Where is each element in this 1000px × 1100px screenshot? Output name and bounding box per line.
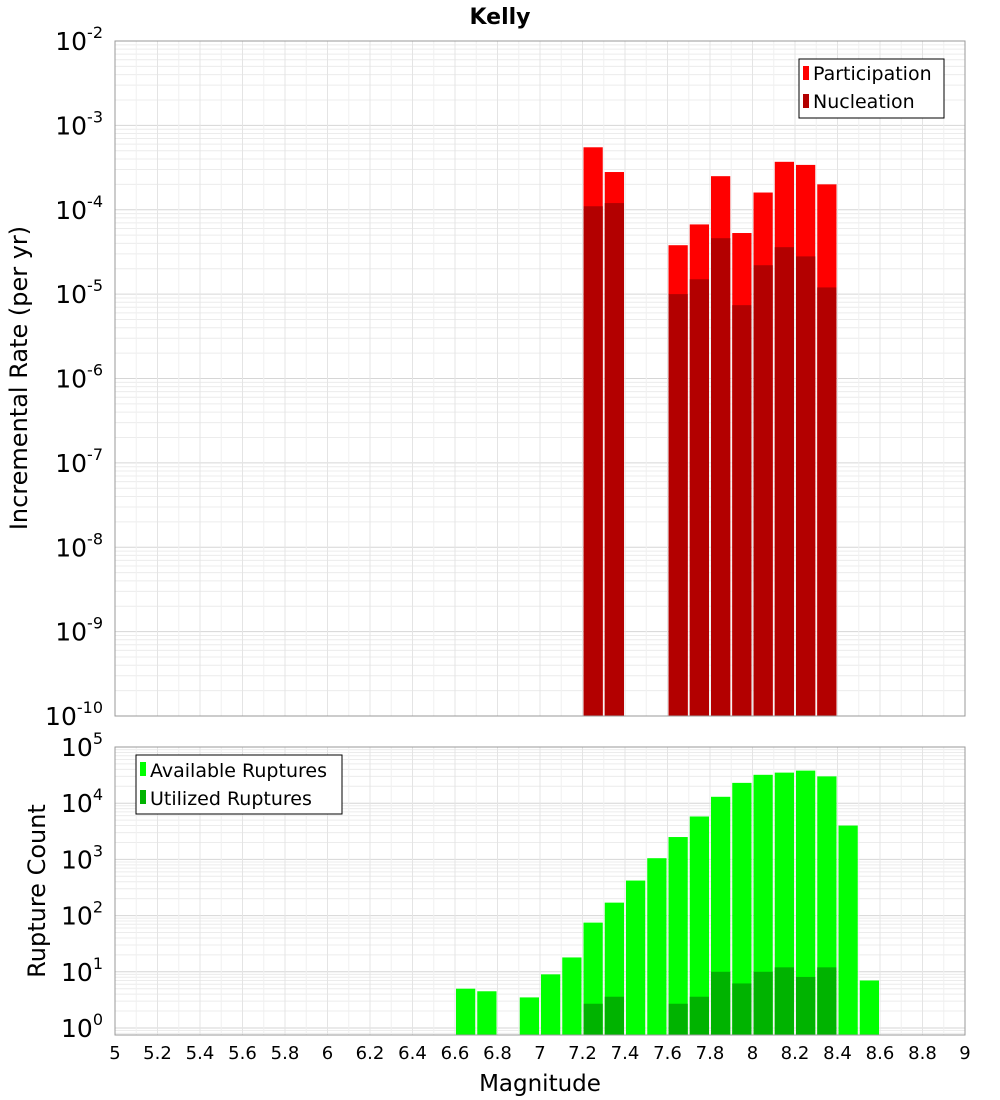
rate-gridlines [114, 40, 966, 717]
legend-swatch-nucleation [803, 94, 809, 108]
count-panel: 105 104 103 102 101 100 Rupture Count Availab… [23, 729, 966, 1043]
x-tick-label: 5.6 [228, 1043, 257, 1064]
x-tick-label: 9 [959, 1043, 970, 1064]
legend-swatch-participation [803, 66, 809, 80]
x-tick-label: 8.2 [781, 1043, 810, 1064]
rate-y-tick-label: 10-7 [55, 445, 103, 478]
x-tick-label: 6.8 [483, 1043, 512, 1064]
rate-bar-nucleation [774, 247, 794, 716]
count-bar-utilized-ruptures [796, 976, 816, 1035]
x-tick-label: 6.2 [356, 1043, 385, 1064]
x-tick-label: 7.4 [611, 1043, 640, 1064]
x-tick-label: 8.6 [866, 1043, 895, 1064]
x-tick-label: 7.2 [568, 1043, 597, 1064]
count-y-tick-label: 104 [61, 785, 103, 818]
count-bar-available-ruptures [456, 988, 476, 1035]
x-tick-label: 7 [534, 1043, 545, 1064]
rate-y-tick-label: 10-9 [55, 614, 103, 647]
x-tick-labels: 5 5.2 5.4 5.6 5.8 6 6.2 6.4 6.6 6.8 7 7.2 7.4 7.6 7.8 8… [109, 1043, 970, 1064]
rate-panel: 10-2 10-3 10-4 10-5 10-6 10-7 10-8 10-9 10-10 In… [5, 23, 966, 731]
count-bar-available-ruptures [477, 991, 497, 1035]
x-tick-label: 7.6 [653, 1043, 682, 1064]
count-bar-utilized-ruptures [732, 983, 752, 1035]
count-y-tick-label: 105 [61, 729, 103, 762]
count-y-tick-label: 100 [61, 1010, 103, 1043]
rate-y-tick-label: 10-5 [55, 276, 103, 309]
rate-plot-frame [114, 40, 966, 717]
count-bar-utilized-ruptures [689, 996, 709, 1035]
count-bar-available-ruptures [838, 825, 858, 1035]
count-bar-available-ruptures [562, 957, 582, 1035]
rate-bar-nucleation [796, 256, 816, 716]
count-bar-available-ruptures [796, 770, 816, 1035]
legend-label-utilized: Utilized Ruptures [150, 788, 312, 810]
rate-bar-nucleation [711, 238, 731, 716]
x-tick-label: 6 [322, 1043, 333, 1064]
rate-bar-nucleation [753, 265, 773, 716]
count-legend: Available Ruptures Utilized Ruptures [135, 754, 343, 815]
rate-y-tick-labels: 10-2 10-3 10-4 10-5 10-6 10-7 10-8 10-9 10-10 [45, 23, 103, 731]
count-bar-utilized-ruptures [817, 967, 837, 1035]
rate-y-tick-label: 10-2 [55, 23, 103, 56]
count-plot-frame [114, 746, 966, 1036]
count-y-axis-label: Rupture Count [23, 804, 51, 978]
count-bar-available-ruptures [689, 816, 709, 1035]
count-bar-available-ruptures [668, 837, 688, 1035]
count-bar-utilized-ruptures [583, 1003, 603, 1035]
rate-y-tick-label: 10-10 [45, 698, 103, 731]
rate-bar-nucleation [668, 294, 688, 716]
count-legend-box [135, 754, 343, 815]
count-bar-available-ruptures [859, 980, 879, 1035]
count-bar-utilized-ruptures [774, 967, 794, 1035]
rate-bar-nucleation [689, 279, 709, 716]
x-axis-label: Magnitude [479, 1071, 601, 1097]
x-tick-label: 8.8 [908, 1043, 937, 1064]
count-bar-utilized-ruptures [668, 1003, 688, 1035]
rate-y-tick-label: 10-3 [55, 107, 103, 140]
count-bar-available-ruptures [647, 858, 667, 1035]
legend-label-participation: Participation [813, 63, 932, 85]
rate-bar-nucleation [583, 206, 603, 716]
rate-bar-nucleation [604, 203, 624, 716]
x-tick-label: 6.6 [441, 1043, 470, 1064]
count-y-tick-label: 102 [61, 898, 103, 931]
x-tick-label: 5.2 [143, 1043, 172, 1064]
count-bar-available-ruptures [519, 997, 539, 1035]
rate-bars [583, 147, 837, 717]
count-bar-utilized-ruptures [711, 971, 731, 1035]
x-tick-label: 5.4 [186, 1043, 215, 1064]
legend-label-nucleation: Nucleation [813, 91, 915, 113]
rate-y-tick-label: 10-6 [55, 361, 103, 394]
rate-legend-box [798, 58, 945, 119]
count-bars [456, 770, 879, 1035]
chart-title: Kelly [469, 5, 530, 30]
count-bar-utilized-ruptures [753, 971, 773, 1035]
legend-label-available: Available Ruptures [150, 760, 327, 782]
legend-swatch-available [140, 762, 146, 776]
count-y-tick-label: 103 [61, 841, 103, 874]
x-tick-label: 8 [747, 1043, 758, 1064]
count-y-tick-label: 101 [61, 954, 103, 987]
rate-y-axis-label: Incremental Rate (per yr) [5, 226, 33, 530]
x-tick-label: 5.8 [271, 1043, 300, 1064]
rate-legend: Participation Nucleation [798, 58, 945, 119]
rate-y-tick-label: 10-4 [55, 192, 103, 225]
x-tick-label: 7.8 [696, 1043, 725, 1064]
count-y-tick-labels: 105 104 103 102 101 100 [61, 729, 103, 1043]
rate-bar-nucleation [732, 305, 752, 716]
rate-y-tick-label: 10-8 [55, 529, 103, 562]
count-bar-utilized-ruptures [604, 996, 624, 1035]
x-tick-label: 5 [109, 1043, 120, 1064]
count-bar-available-ruptures [626, 880, 646, 1035]
legend-swatch-utilized [140, 790, 146, 804]
count-bar-available-ruptures [753, 774, 773, 1035]
count-bar-available-ruptures [732, 782, 752, 1035]
x-tick-label: 6.4 [398, 1043, 427, 1064]
count-bar-available-ruptures [541, 974, 561, 1035]
rate-bar-nucleation [817, 287, 837, 716]
x-tick-label: 8.4 [823, 1043, 852, 1064]
